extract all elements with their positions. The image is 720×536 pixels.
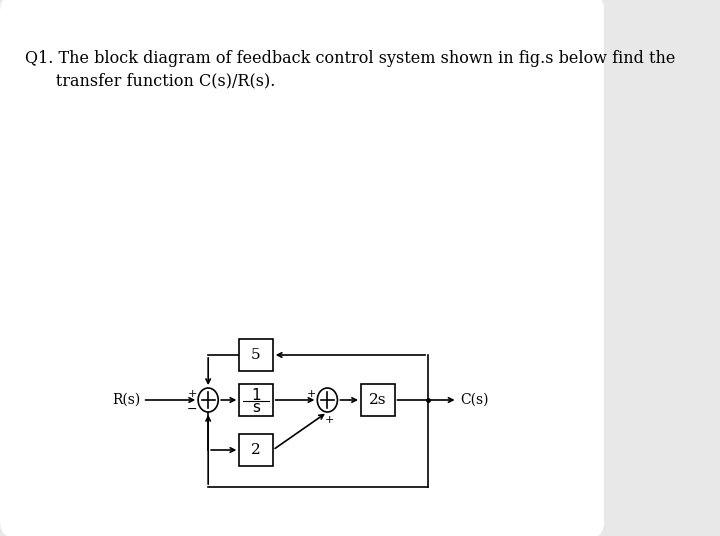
Text: Q1. The block diagram of feedback control system shown in fig.s below find the: Q1. The block diagram of feedback contro… bbox=[25, 50, 675, 67]
Bar bbox=[239, 434, 273, 466]
Bar bbox=[361, 384, 395, 416]
Circle shape bbox=[318, 388, 338, 412]
Text: 2: 2 bbox=[251, 443, 261, 457]
Text: −: − bbox=[186, 403, 197, 415]
Text: 5: 5 bbox=[251, 348, 261, 362]
Text: 2s: 2s bbox=[369, 393, 387, 407]
Circle shape bbox=[198, 388, 218, 412]
Text: 1: 1 bbox=[251, 389, 261, 404]
FancyBboxPatch shape bbox=[0, 0, 604, 536]
Text: +: + bbox=[307, 389, 317, 399]
Text: +: + bbox=[188, 389, 197, 399]
Text: +: + bbox=[325, 415, 335, 425]
Text: C(s): C(s) bbox=[460, 393, 488, 407]
Bar bbox=[239, 384, 273, 416]
Text: transfer function C(s)/R(s).: transfer function C(s)/R(s). bbox=[25, 72, 276, 89]
Bar bbox=[239, 339, 273, 371]
Text: R(s): R(s) bbox=[112, 393, 140, 407]
Text: s: s bbox=[252, 400, 260, 415]
